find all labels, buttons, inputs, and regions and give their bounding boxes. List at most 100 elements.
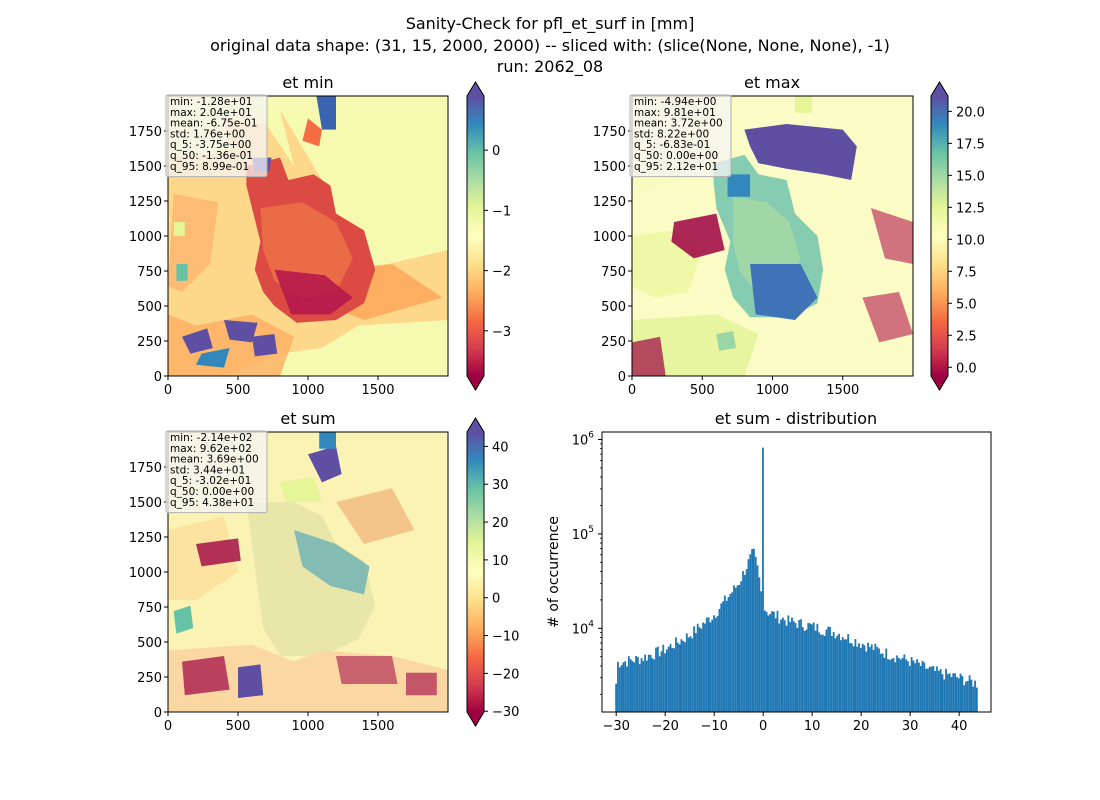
histogram-bar xyxy=(803,630,806,712)
histogram-bar xyxy=(787,615,790,712)
histogram-bar xyxy=(890,658,893,712)
histogram-bar xyxy=(919,666,922,712)
heatmap-image xyxy=(168,96,448,376)
histogram-bar xyxy=(816,623,819,712)
y-tick-label: 104 xyxy=(572,619,595,637)
histogram-bar xyxy=(796,627,799,712)
x-tick-label: 0 xyxy=(628,383,636,398)
histogram-bar xyxy=(836,635,839,712)
histogram-bar xyxy=(618,667,621,712)
colorbar-tick-label: 15.0 xyxy=(956,169,985,184)
colorbar-tick-label: 0 xyxy=(492,144,500,159)
histogram-bar xyxy=(783,620,786,712)
x-tick-label: 0 xyxy=(164,383,172,398)
histogram-bar xyxy=(945,668,947,712)
histogram-bar xyxy=(722,601,724,712)
y-tick-label: 1750 xyxy=(129,125,162,140)
histogram-bar xyxy=(765,611,768,712)
histogram-bar xyxy=(896,655,899,712)
colorbar-tick-label: 5.0 xyxy=(956,297,977,312)
y-tick-label: 1750 xyxy=(593,125,626,140)
histogram-bar xyxy=(968,675,971,712)
histogram-bar xyxy=(974,680,976,712)
histogram-bar xyxy=(809,623,812,712)
histogram-bar xyxy=(801,627,804,712)
histogram-bar xyxy=(943,679,946,712)
histogram-bar xyxy=(850,643,853,712)
histogram-bar xyxy=(667,646,670,712)
histogram-bar xyxy=(725,600,728,712)
colorbar-tick-label: −20 xyxy=(492,667,519,682)
histogram-bar xyxy=(762,447,764,712)
histogram-bar xyxy=(694,633,697,712)
histogram-bar xyxy=(678,644,681,712)
histogram-bar xyxy=(673,648,676,712)
y-tick-label: 1500 xyxy=(129,496,162,511)
histogram-bar xyxy=(671,647,674,712)
histogram-bar xyxy=(874,643,877,712)
histogram-bar xyxy=(647,654,650,712)
x-tick-label: 500 xyxy=(690,383,715,398)
histogram-bar xyxy=(780,619,782,712)
histogram-bar xyxy=(644,654,647,712)
y-tick-label: 0 xyxy=(618,370,626,385)
histogram-bar xyxy=(914,663,917,712)
histogram-bar xyxy=(664,653,666,712)
panel-title: et sum - distribution xyxy=(715,409,877,428)
panel-et-sum: et sum 0 500 1000 1500 0 250 500 750 1000 1250 15… xyxy=(129,409,520,734)
histogram-bar xyxy=(651,658,654,712)
panel-et-sum-distribution: et sum - distribution # of occurrence −3… xyxy=(546,409,992,734)
histogram-bar xyxy=(655,647,657,712)
histogram-bar xyxy=(863,645,866,712)
histogram-bar xyxy=(698,627,701,712)
stats-line: q_95: 2.12e+01 xyxy=(634,161,718,173)
colorbar: 0.0 2.5 5.0 7.5 10.0 12.5 15.0 17.5 20.0 xyxy=(930,81,985,391)
histogram-bar xyxy=(892,657,895,712)
histogram-bar xyxy=(888,659,891,712)
y-ticks: 104 105 106 xyxy=(572,430,602,695)
histogram-bar xyxy=(636,657,639,712)
histogram-bar xyxy=(707,617,710,712)
histogram-bar xyxy=(633,662,636,712)
histogram-bar xyxy=(622,662,625,712)
histogram-bar xyxy=(950,677,953,712)
histogram-bar xyxy=(687,637,690,712)
histogram-bar xyxy=(769,614,772,712)
stats-line: min: -1.28e+01 xyxy=(170,96,252,108)
histogram-bar xyxy=(952,673,955,712)
y-tick-label: 1000 xyxy=(129,566,162,581)
histogram-bar xyxy=(660,651,663,712)
histogram-bar xyxy=(963,685,966,712)
histogram-bar xyxy=(934,670,937,712)
histogram-bar xyxy=(696,623,699,712)
colorbar-tick-label: 0.0 xyxy=(956,361,977,376)
histogram-bar xyxy=(709,622,712,712)
histogram-bars xyxy=(615,447,978,712)
histogram-bar xyxy=(885,648,888,712)
y-tick-label: 0 xyxy=(154,370,162,385)
y-tick-label: 1500 xyxy=(129,160,162,175)
histogram-bar xyxy=(807,622,810,712)
histogram-bar xyxy=(878,648,880,712)
histogram-bar xyxy=(843,639,846,712)
histogram-bar xyxy=(774,618,777,712)
colorbar-extend-max xyxy=(467,82,484,96)
histogram-bar xyxy=(615,683,618,712)
histogram-bar xyxy=(800,619,802,712)
stats-line: q_50: 0.00e+00 xyxy=(634,150,718,162)
stats-line: mean: 3.72e+00 xyxy=(634,118,723,130)
histogram-bar xyxy=(705,617,708,712)
histogram-bar xyxy=(720,603,723,712)
histogram-bar xyxy=(627,656,630,712)
histogram-bar xyxy=(975,687,978,712)
panel-et-min: et min 0 500 1000 1500 0 250 500 750 1000 1250 15… xyxy=(129,73,511,398)
histogram-bar xyxy=(742,571,744,712)
histogram-bar xyxy=(778,623,781,712)
histogram-bar xyxy=(763,610,766,712)
x-tick-label: −30 xyxy=(602,719,629,734)
y-tick-label: 750 xyxy=(601,265,626,280)
x-tick-label: 40 xyxy=(951,719,968,734)
colorbar-gradient xyxy=(467,432,484,712)
histogram-bar xyxy=(917,662,920,712)
histogram-bar xyxy=(740,581,743,712)
